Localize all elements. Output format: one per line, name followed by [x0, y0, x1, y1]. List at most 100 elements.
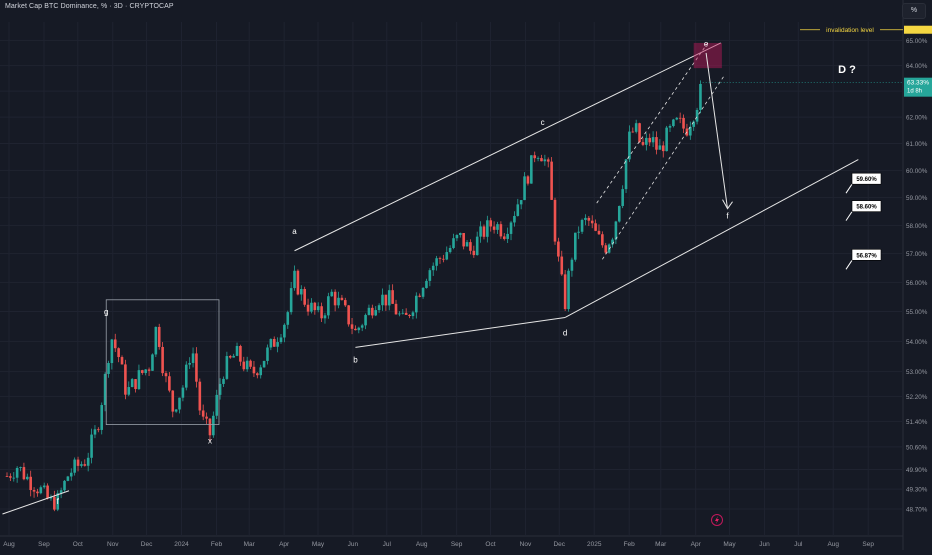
wave-label-e: e	[704, 40, 709, 49]
x-tick-label: Apr	[279, 541, 290, 548]
candle-body	[259, 367, 263, 376]
candle-body	[411, 312, 415, 317]
y-tick-label: 56.00%	[906, 280, 928, 287]
projection-arrowhead	[722, 199, 733, 210]
candle-body	[66, 476, 70, 481]
candle-body	[455, 234, 459, 239]
candle-body	[621, 189, 624, 206]
chart-title: Market Cap BTC Dominance, % · 3D · CRYPT…	[5, 3, 174, 10]
candle-body	[97, 429, 100, 431]
candle-body	[398, 313, 401, 315]
target-leader-line	[845, 211, 853, 221]
candle-body	[421, 287, 425, 297]
candle-body	[672, 119, 675, 127]
candle-body	[689, 126, 692, 136]
candle-body	[293, 270, 296, 289]
candle-body	[509, 222, 513, 234]
target-leader-line	[845, 260, 853, 270]
candle-body	[39, 487, 43, 494]
wave-label-b: b	[353, 356, 358, 365]
y-tick-label: 57.00%	[906, 251, 928, 258]
candle-body	[320, 306, 323, 319]
candle-body	[462, 233, 465, 247]
candle-body	[124, 364, 127, 395]
candle-body	[699, 83, 702, 110]
wave-label-f: f	[57, 497, 60, 506]
candle-body	[134, 379, 137, 390]
candle-body	[641, 142, 645, 145]
candle-body	[611, 239, 614, 245]
candle-body	[15, 467, 19, 478]
target-box	[851, 248, 882, 261]
lightning-icon	[715, 516, 719, 524]
candle-body	[215, 394, 219, 416]
projection-arrow	[705, 52, 729, 209]
y-tick-label: 54.00%	[906, 339, 928, 346]
candle-body	[59, 490, 63, 494]
x-tick-label: Oct	[73, 541, 83, 548]
candle-body	[323, 315, 327, 319]
wave-label-g: g	[104, 308, 108, 317]
candle-body	[144, 369, 147, 374]
candle-body	[540, 158, 543, 162]
candle-body	[76, 459, 80, 466]
candle-body	[492, 226, 496, 230]
candle-body	[367, 307, 371, 315]
candle-body	[695, 109, 699, 122]
y-tick-label: 64.00%	[906, 63, 928, 70]
x-tick-label: Sep	[862, 541, 874, 548]
candle-body	[340, 297, 344, 301]
channel-upper	[596, 40, 710, 204]
candle-body	[668, 126, 672, 128]
candle-body	[9, 476, 12, 478]
candle-body	[90, 434, 93, 458]
candle-body	[536, 158, 540, 159]
percent-scale-button[interactable]: %	[902, 3, 926, 19]
x-tick-label: Aug	[827, 541, 839, 548]
candle-body	[218, 383, 222, 395]
y-tick-label: 52.20%	[906, 394, 928, 401]
candle-body	[262, 360, 266, 368]
candle-body	[665, 127, 668, 152]
candle-body	[415, 295, 418, 313]
candle-body	[377, 305, 381, 311]
candle-body	[387, 290, 391, 306]
candle-body	[418, 295, 421, 297]
candle-body	[357, 327, 361, 331]
candle-body	[232, 355, 235, 358]
y-tick-label: 51.40%	[906, 419, 928, 426]
wave-label-c: c	[541, 118, 545, 127]
candle-body	[330, 291, 334, 297]
candle-body	[634, 123, 638, 132]
last-price-tag	[904, 77, 932, 97]
candle-body	[590, 220, 594, 224]
candle-body	[401, 312, 405, 314]
candle-body	[469, 242, 472, 251]
candle-body	[655, 137, 658, 150]
candle-body	[692, 121, 695, 127]
candle-body	[557, 241, 560, 257]
candle-body	[276, 342, 279, 347]
upper-trendline	[294, 42, 721, 252]
candle-body	[205, 416, 208, 419]
candle-body	[333, 291, 337, 306]
target-box	[851, 200, 882, 212]
candle-body	[212, 415, 215, 436]
candle-body	[658, 145, 662, 150]
candle-body	[120, 357, 124, 365]
candle-body	[306, 304, 310, 312]
candle-body	[225, 356, 229, 379]
y-tick-label: 60.00%	[906, 168, 928, 175]
x-tick-label: Sep	[38, 541, 50, 548]
candles	[5, 80, 702, 512]
y-tick-label: 65.00%	[906, 38, 928, 45]
x-tick-label: May	[723, 541, 736, 548]
candle-body	[256, 373, 259, 376]
candle-body	[408, 314, 411, 317]
x-tick-label: Jun	[348, 541, 359, 548]
candle-body	[560, 256, 564, 275]
candle-body	[137, 370, 141, 390]
x-tick-label: Nov	[107, 541, 119, 548]
